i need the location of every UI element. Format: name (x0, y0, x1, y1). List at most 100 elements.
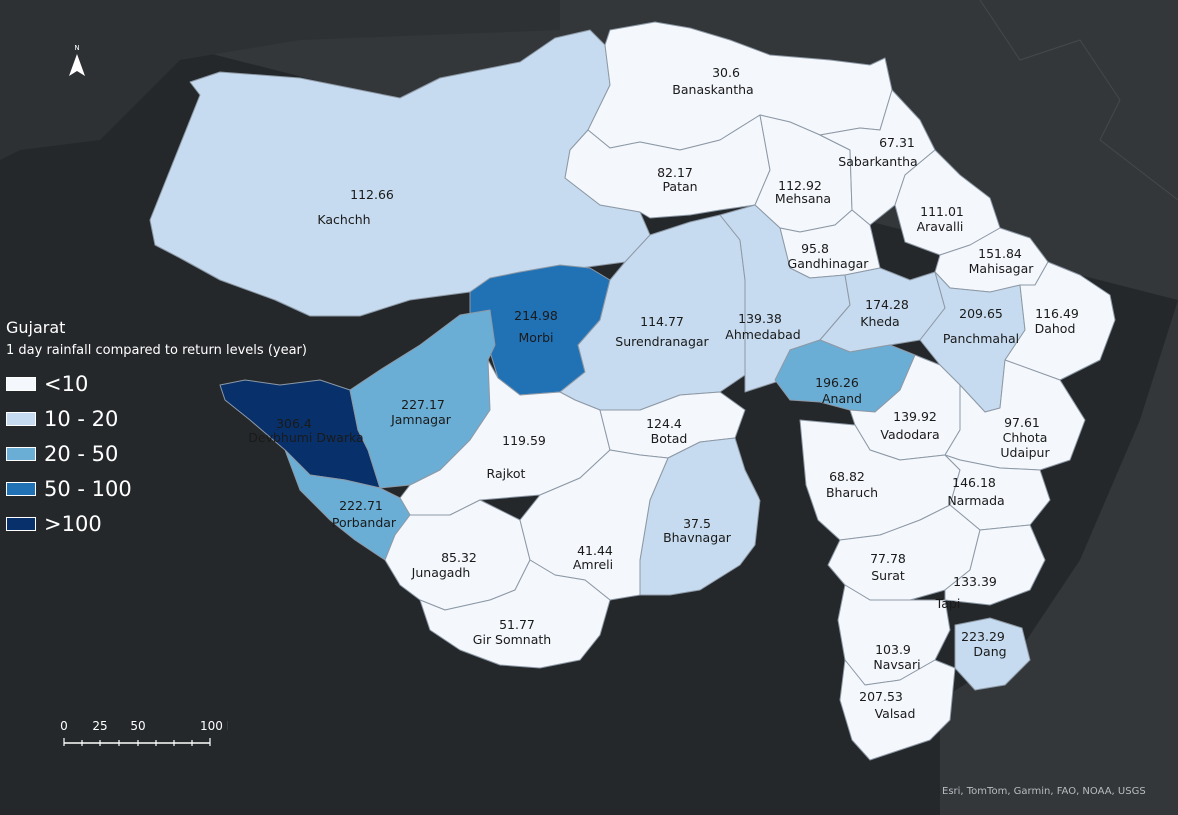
district-value-label: 103.9 (875, 642, 911, 657)
district-name-label: Aravalli (917, 219, 964, 234)
district-value-label: 151.84 (978, 246, 1022, 261)
district-name-label: Surendranagar (615, 334, 709, 349)
district-value-label: 82.17 (657, 165, 693, 180)
legend-item: 10 - 20 (6, 401, 307, 436)
district-name-label: Kheda (860, 314, 899, 329)
district-name-label: Jamnagar (390, 412, 452, 427)
district-value-label: 146.18 (952, 475, 996, 490)
district-narmada[interactable] (944, 454, 1051, 531)
district-name-label: Banaskantha (672, 82, 753, 97)
district-value-label: 139.92 (893, 409, 937, 424)
legend-item: <10 (6, 366, 307, 401)
district-name-label: Surat (871, 568, 905, 583)
district-name-label: Narmada (947, 493, 1004, 508)
district-value-label: 209.65 (959, 306, 1003, 321)
district-value-label: 30.6 (712, 65, 740, 80)
scale-bar: 0 25 50 100 Kilometers (58, 716, 291, 759)
scale-tick-label: 50 (130, 719, 145, 733)
district-value-label: 222.71 (339, 498, 383, 513)
district-value-label: 124.4 (646, 416, 682, 431)
district-name-label: Chhota (1003, 430, 1048, 445)
legend-swatch (6, 376, 36, 391)
district-name-label: Sabarkantha (838, 154, 917, 169)
district-name-label: Junagadh (411, 565, 471, 580)
legend-item: 50 - 100 (6, 471, 307, 506)
district-valsad[interactable] (839, 659, 956, 761)
district-value-label: 227.17 (401, 397, 445, 412)
legend: Gujarat 1 day rainfall compared to retur… (6, 318, 307, 541)
scale-tick-label: 25 (92, 719, 107, 733)
district-name-label: Gandhinagar (788, 256, 870, 271)
district-value-label: 214.98 (514, 308, 558, 323)
district-name-label: Tapi (935, 596, 961, 611)
district-name-label: Porbandar (332, 515, 397, 530)
district-value-label: 37.5 (683, 516, 711, 531)
district-gir-somnath[interactable] (419, 559, 611, 669)
district-value-label: 85.32 (441, 550, 477, 565)
basemap-border-lines (979, 0, 1178, 201)
district-value-label: 97.61 (1004, 415, 1040, 430)
north-label: N (74, 44, 79, 52)
attribution-text: Esri, TomTom, Garmin, FAO, NOAA, USGS (942, 786, 1146, 797)
district-name-label-line2: Udaipur (1000, 445, 1050, 460)
district-value-label: 114.77 (640, 314, 684, 329)
district-name-label: Dahod (1035, 321, 1076, 336)
legend-swatch (6, 481, 36, 496)
legend-label: 10 - 20 (44, 406, 119, 431)
legend-item: >100 (6, 506, 307, 541)
legend-label: <10 (44, 371, 89, 396)
legend-swatch (6, 411, 36, 426)
district-value-label: 67.31 (879, 135, 915, 150)
north-arrow-icon: N (69, 44, 85, 76)
district-dang[interactable] (954, 617, 1031, 691)
district-name-label: Valsad (875, 706, 916, 721)
district-name-label: Panchmahal (943, 331, 1019, 346)
district-name-label: Dang (973, 644, 1006, 659)
district-value-label: 207.53 (859, 689, 903, 704)
district-value-label: 133.39 (953, 574, 997, 589)
district-value-label: 196.26 (815, 375, 859, 390)
district-dahod[interactable] (1004, 261, 1116, 381)
district-name-label: Morbi (519, 330, 554, 345)
district-name-label: Botad (651, 431, 688, 446)
district-value-label: 139.38 (738, 311, 782, 326)
district-value-label: 306.4 (276, 416, 312, 431)
scale-tick-label: 0 (60, 719, 68, 733)
legend-swatch (6, 446, 36, 461)
district-value-label: 112.92 (778, 178, 822, 193)
legend-label: 50 - 100 (44, 476, 132, 501)
khambhat-inlet (754, 455, 778, 505)
district-name-label: Devbhumi Dwarka (248, 430, 363, 445)
scale-bar-graphic: 0 25 50 100 Kilometers (60, 719, 291, 746)
district-name-label: Vadodara (880, 427, 939, 442)
district-value-label: 111.01 (920, 204, 964, 219)
legend-label: >100 (44, 511, 102, 536)
district-name-label: Bhavnagar (663, 530, 732, 545)
district-value-label: 77.78 (870, 551, 906, 566)
legend-label: 20 - 50 (44, 441, 119, 466)
scale-tick-label: 100 Kilometers (200, 719, 228, 733)
district-value-label: 116.49 (1035, 306, 1079, 321)
district-value-label: 119.59 (502, 433, 546, 448)
district-name-label: Anand (822, 391, 862, 406)
district-name-label: Ahmedabad (725, 327, 800, 342)
district-name-label: Mehsana (775, 191, 831, 206)
district-name-label: Patan (662, 179, 697, 194)
legend-item: 20 - 50 (6, 436, 307, 471)
district-value-label: 112.66 (350, 187, 394, 202)
district-name-label: Mahisagar (969, 261, 1035, 276)
district-value-label: 68.82 (829, 469, 865, 484)
district-name-label: Amreli (573, 557, 613, 572)
legend-swatch (6, 516, 36, 531)
district-name-label: Gir Somnath (473, 632, 551, 647)
district-name-label: Kachchh (317, 212, 370, 227)
north-arrow: N (66, 42, 88, 86)
district-tapi[interactable] (944, 524, 1046, 606)
district-value-label: 51.77 (499, 617, 535, 632)
district-patan[interactable] (564, 114, 771, 219)
district-value-label: 223.29 (961, 629, 1005, 644)
district-name-label: Bharuch (826, 485, 878, 500)
district-value-label: 95.8 (801, 241, 829, 256)
